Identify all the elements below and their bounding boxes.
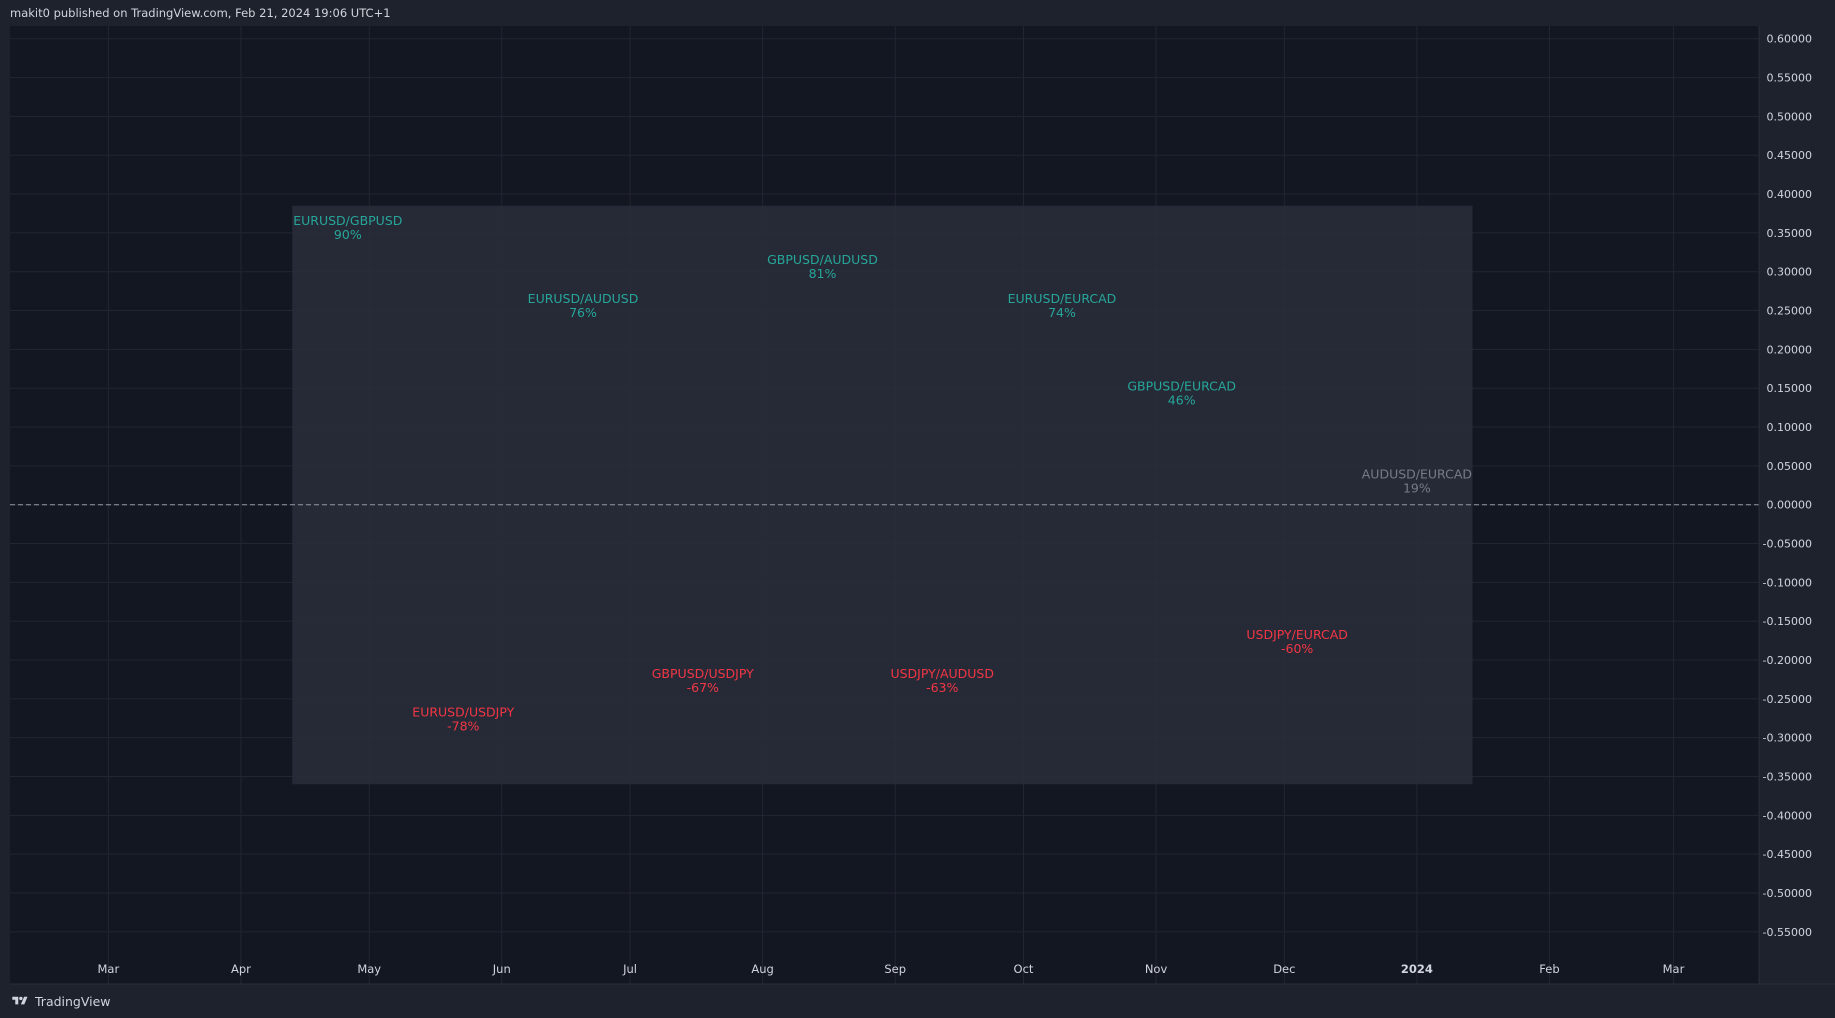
pair-label: USDJPY/AUDUSD xyxy=(890,666,994,681)
y-tick-label: 0.00000 xyxy=(1767,499,1813,512)
y-tick-label: 0.15000 xyxy=(1767,382,1813,395)
price-axis[interactable]: 0.60000 0.55000 0.50000 0.45000 0.40000 0.350… xyxy=(1763,33,1812,939)
x-tick-label: 2024 xyxy=(1401,962,1433,976)
x-tick-label: Apr xyxy=(231,962,251,976)
y-tick-label: 0.60000 xyxy=(1767,33,1813,46)
pair-label: GBPUSD/EURCAD xyxy=(1127,379,1236,394)
pair-percent: 90% xyxy=(334,227,362,242)
pair-percent: 19% xyxy=(1403,480,1431,495)
x-tick-label: Sep xyxy=(884,962,906,976)
y-tick-label: 0.40000 xyxy=(1767,188,1813,201)
footer-brand[interactable]: TradingView xyxy=(10,992,111,1010)
y-tick-label: -0.45000 xyxy=(1763,848,1812,861)
pair-label: GBPUSD/USDJPY xyxy=(652,666,754,681)
brand-label: TradingView xyxy=(35,993,111,1009)
y-tick-label: 0.10000 xyxy=(1767,421,1813,434)
y-tick-label: 0.50000 xyxy=(1767,110,1813,123)
y-tick-label: 0.25000 xyxy=(1767,305,1813,318)
y-tick-label: -0.05000 xyxy=(1763,538,1812,551)
y-tick-label: -0.10000 xyxy=(1763,576,1812,589)
y-tick-label: -0.50000 xyxy=(1763,887,1812,900)
x-tick-label: Aug xyxy=(751,962,773,976)
pair-percent: 46% xyxy=(1168,393,1196,408)
pair-percent: -67% xyxy=(687,680,719,695)
pair-label: USDJPY/EURCAD xyxy=(1246,627,1348,642)
y-tick-label: -0.40000 xyxy=(1763,809,1812,822)
y-tick-label: -0.15000 xyxy=(1763,615,1812,628)
pair-label: AUDUSD/EURCAD xyxy=(1362,466,1472,481)
y-tick-label: -0.30000 xyxy=(1763,732,1812,745)
y-tick-label: 0.35000 xyxy=(1767,227,1813,240)
pair-percent: -60% xyxy=(1281,641,1313,656)
x-tick-label: Feb xyxy=(1539,962,1559,976)
pair-percent: 81% xyxy=(809,266,837,281)
x-tick-label: Nov xyxy=(1145,962,1168,976)
pair-percent: 76% xyxy=(569,305,597,320)
y-tick-label: 0.30000 xyxy=(1767,266,1813,279)
pair-label: EURUSD/AUDUSD xyxy=(528,291,639,306)
pair-label: GBPUSD/AUDUSD xyxy=(767,252,878,267)
x-tick-label: Mar xyxy=(98,962,120,976)
y-tick-label: -0.55000 xyxy=(1763,926,1812,939)
pair-percent: -78% xyxy=(447,719,479,734)
pair-label: EURUSD/USDJPY xyxy=(412,705,514,720)
y-tick-label: -0.25000 xyxy=(1763,693,1812,706)
x-tick-label: Dec xyxy=(1273,962,1295,976)
pair-percent: 74% xyxy=(1048,305,1076,320)
y-tick-label: -0.20000 xyxy=(1763,654,1812,667)
x-tick-label: May xyxy=(357,962,381,976)
x-tick-label: Mar xyxy=(1663,962,1685,976)
x-tick-label: Jun xyxy=(492,962,511,976)
tradingview-logo-icon xyxy=(12,996,28,1005)
y-tick-label: 0.05000 xyxy=(1767,460,1813,473)
y-tick-label: 0.55000 xyxy=(1767,72,1813,85)
x-tick-label: Jul xyxy=(622,962,637,976)
pair-label: EURUSD/EURCAD xyxy=(1008,291,1117,306)
pair-label: EURUSD/GBPUSD xyxy=(293,213,402,228)
x-tick-label: Oct xyxy=(1014,962,1034,976)
y-tick-label: 0.45000 xyxy=(1767,149,1813,162)
correlation-box xyxy=(292,205,1473,785)
time-axis[interactable]: Mar Apr May Jun Jul Aug Sep Oct Nov Dec 2024 Feb Mar xyxy=(98,962,1685,976)
publish-info: makit0 published on TradingView.com, Feb… xyxy=(10,6,391,20)
pair-percent: -63% xyxy=(926,680,958,695)
y-tick-label: 0.20000 xyxy=(1767,343,1813,356)
y-tick-label: -0.35000 xyxy=(1763,770,1812,783)
